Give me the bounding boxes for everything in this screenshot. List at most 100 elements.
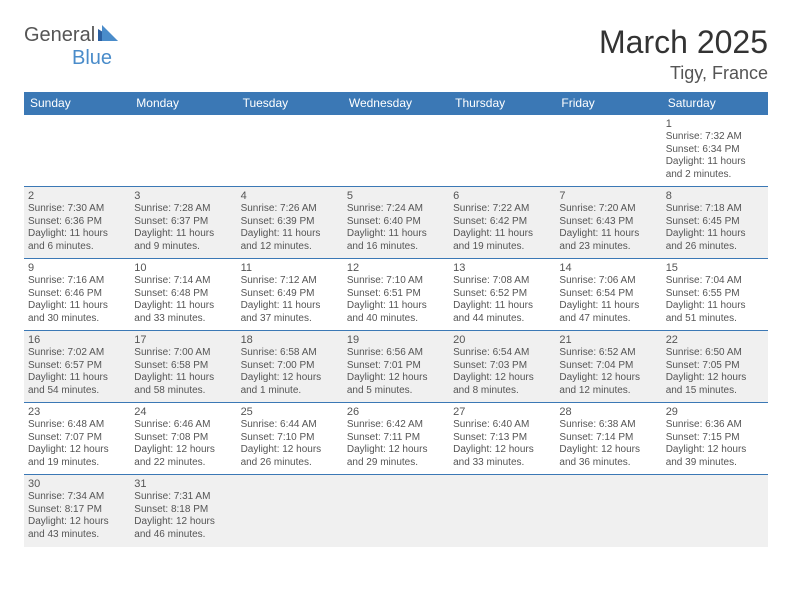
logo: General Blue — [24, 24, 118, 70]
calendar-cell: 5Sunrise: 7:24 AMSunset: 6:40 PMDaylight… — [343, 187, 449, 259]
calendar-cell — [343, 475, 449, 547]
calendar-cell: 1Sunrise: 7:32 AMSunset: 6:34 PMDaylight… — [662, 115, 768, 187]
daylight-text: Daylight: 11 hours and 12 minutes. — [241, 228, 339, 253]
sunset-text: Sunset: 7:03 PM — [453, 360, 551, 373]
day-info: Sunrise: 7:30 AMSunset: 6:36 PMDaylight:… — [28, 203, 126, 253]
day-info: Sunrise: 7:14 AMSunset: 6:48 PMDaylight:… — [134, 275, 232, 325]
day-number: 12 — [347, 262, 445, 274]
sunrise-text: Sunrise: 6:42 AM — [347, 419, 445, 432]
sunset-text: Sunset: 6:51 PM — [347, 288, 445, 301]
day-info: Sunrise: 7:06 AMSunset: 6:54 PMDaylight:… — [559, 275, 657, 325]
sunrise-text: Sunrise: 7:28 AM — [134, 203, 232, 216]
day-info: Sunrise: 7:26 AMSunset: 6:39 PMDaylight:… — [241, 203, 339, 253]
day-info: Sunrise: 7:20 AMSunset: 6:43 PMDaylight:… — [559, 203, 657, 253]
day-info: Sunrise: 6:44 AMSunset: 7:10 PMDaylight:… — [241, 419, 339, 469]
day-number: 25 — [241, 406, 339, 418]
day-info: Sunrise: 6:38 AMSunset: 7:14 PMDaylight:… — [559, 419, 657, 469]
day-number: 5 — [347, 190, 445, 202]
daylight-text: Daylight: 11 hours and 47 minutes. — [559, 300, 657, 325]
calendar-cell: 22Sunrise: 6:50 AMSunset: 7:05 PMDayligh… — [662, 331, 768, 403]
calendar-cell: 2Sunrise: 7:30 AMSunset: 6:36 PMDaylight… — [24, 187, 130, 259]
day-number: 13 — [453, 262, 551, 274]
sunrise-text: Sunrise: 7:26 AM — [241, 203, 339, 216]
day-number: 22 — [666, 334, 764, 346]
calendar-cell: 13Sunrise: 7:08 AMSunset: 6:52 PMDayligh… — [449, 259, 555, 331]
sunrise-text: Sunrise: 7:34 AM — [28, 491, 126, 504]
day-info: Sunrise: 7:02 AMSunset: 6:57 PMDaylight:… — [28, 347, 126, 397]
day-info: Sunrise: 6:40 AMSunset: 7:13 PMDaylight:… — [453, 419, 551, 469]
sunrise-text: Sunrise: 7:31 AM — [134, 491, 232, 504]
calendar-cell: 20Sunrise: 6:54 AMSunset: 7:03 PMDayligh… — [449, 331, 555, 403]
sunset-text: Sunset: 6:40 PM — [347, 216, 445, 229]
calendar-cell: 31Sunrise: 7:31 AMSunset: 8:18 PMDayligh… — [130, 475, 236, 547]
calendar-cell: 10Sunrise: 7:14 AMSunset: 6:48 PMDayligh… — [130, 259, 236, 331]
calendar-cell: 19Sunrise: 6:56 AMSunset: 7:01 PMDayligh… — [343, 331, 449, 403]
calendar-cell — [449, 115, 555, 187]
sunrise-text: Sunrise: 6:40 AM — [453, 419, 551, 432]
calendar-cell: 15Sunrise: 7:04 AMSunset: 6:55 PMDayligh… — [662, 259, 768, 331]
day-info: Sunrise: 7:00 AMSunset: 6:58 PMDaylight:… — [134, 347, 232, 397]
sunset-text: Sunset: 6:55 PM — [666, 288, 764, 301]
logo-triangle-icon — [98, 24, 118, 47]
sunset-text: Sunset: 8:18 PM — [134, 504, 232, 517]
day-number: 7 — [559, 190, 657, 202]
sunset-text: Sunset: 7:14 PM — [559, 432, 657, 445]
calendar-cell — [662, 475, 768, 547]
sunset-text: Sunset: 7:10 PM — [241, 432, 339, 445]
daylight-text: Daylight: 12 hours and 33 minutes. — [453, 444, 551, 469]
day-header: Monday — [130, 92, 236, 115]
day-header: Wednesday — [343, 92, 449, 115]
day-number: 4 — [241, 190, 339, 202]
sunrise-text: Sunrise: 7:02 AM — [28, 347, 126, 360]
calendar-cell — [449, 475, 555, 547]
day-number: 23 — [28, 406, 126, 418]
day-info: Sunrise: 7:24 AMSunset: 6:40 PMDaylight:… — [347, 203, 445, 253]
sunrise-text: Sunrise: 7:22 AM — [453, 203, 551, 216]
sunset-text: Sunset: 6:49 PM — [241, 288, 339, 301]
sunset-text: Sunset: 7:01 PM — [347, 360, 445, 373]
day-number: 1 — [666, 118, 764, 130]
calendar-cell: 3Sunrise: 7:28 AMSunset: 6:37 PMDaylight… — [130, 187, 236, 259]
day-header: Sunday — [24, 92, 130, 115]
day-number: 18 — [241, 334, 339, 346]
day-number: 14 — [559, 262, 657, 274]
day-number: 28 — [559, 406, 657, 418]
daylight-text: Daylight: 11 hours and 30 minutes. — [28, 300, 126, 325]
sunset-text: Sunset: 6:52 PM — [453, 288, 551, 301]
sunset-text: Sunset: 6:42 PM — [453, 216, 551, 229]
sunset-text: Sunset: 7:00 PM — [241, 360, 339, 373]
location-label: Tigy, France — [599, 63, 768, 84]
sunrise-text: Sunrise: 7:30 AM — [28, 203, 126, 216]
daylight-text: Daylight: 11 hours and 40 minutes. — [347, 300, 445, 325]
sunrise-text: Sunrise: 7:00 AM — [134, 347, 232, 360]
calendar-body: 1Sunrise: 7:32 AMSunset: 6:34 PMDaylight… — [24, 115, 768, 547]
calendar-week-row: 30Sunrise: 7:34 AMSunset: 8:17 PMDayligh… — [24, 475, 768, 547]
calendar-cell: 28Sunrise: 6:38 AMSunset: 7:14 PMDayligh… — [555, 403, 661, 475]
sunrise-text: Sunrise: 6:58 AM — [241, 347, 339, 360]
sunrise-text: Sunrise: 7:32 AM — [666, 131, 764, 144]
calendar-cell: 6Sunrise: 7:22 AMSunset: 6:42 PMDaylight… — [449, 187, 555, 259]
sunset-text: Sunset: 7:13 PM — [453, 432, 551, 445]
sunrise-text: Sunrise: 7:06 AM — [559, 275, 657, 288]
daylight-text: Daylight: 12 hours and 15 minutes. — [666, 372, 764, 397]
sunrise-text: Sunrise: 7:14 AM — [134, 275, 232, 288]
sunset-text: Sunset: 7:04 PM — [559, 360, 657, 373]
calendar-cell: 25Sunrise: 6:44 AMSunset: 7:10 PMDayligh… — [237, 403, 343, 475]
calendar-cell: 8Sunrise: 7:18 AMSunset: 6:45 PMDaylight… — [662, 187, 768, 259]
sunrise-text: Sunrise: 6:44 AM — [241, 419, 339, 432]
daylight-text: Daylight: 12 hours and 29 minutes. — [347, 444, 445, 469]
day-number: 26 — [347, 406, 445, 418]
day-info: Sunrise: 7:31 AMSunset: 8:18 PMDaylight:… — [134, 491, 232, 541]
calendar-cell: 16Sunrise: 7:02 AMSunset: 6:57 PMDayligh… — [24, 331, 130, 403]
sunset-text: Sunset: 7:05 PM — [666, 360, 764, 373]
calendar-cell: 12Sunrise: 7:10 AMSunset: 6:51 PMDayligh… — [343, 259, 449, 331]
calendar-cell: 30Sunrise: 7:34 AMSunset: 8:17 PMDayligh… — [24, 475, 130, 547]
calendar-week-row: 16Sunrise: 7:02 AMSunset: 6:57 PMDayligh… — [24, 331, 768, 403]
day-number: 27 — [453, 406, 551, 418]
daylight-text: Daylight: 12 hours and 1 minute. — [241, 372, 339, 397]
sunset-text: Sunset: 6:57 PM — [28, 360, 126, 373]
day-number: 10 — [134, 262, 232, 274]
sunset-text: Sunset: 6:48 PM — [134, 288, 232, 301]
calendar-week-row: 1Sunrise: 7:32 AMSunset: 6:34 PMDaylight… — [24, 115, 768, 187]
day-number: 2 — [28, 190, 126, 202]
